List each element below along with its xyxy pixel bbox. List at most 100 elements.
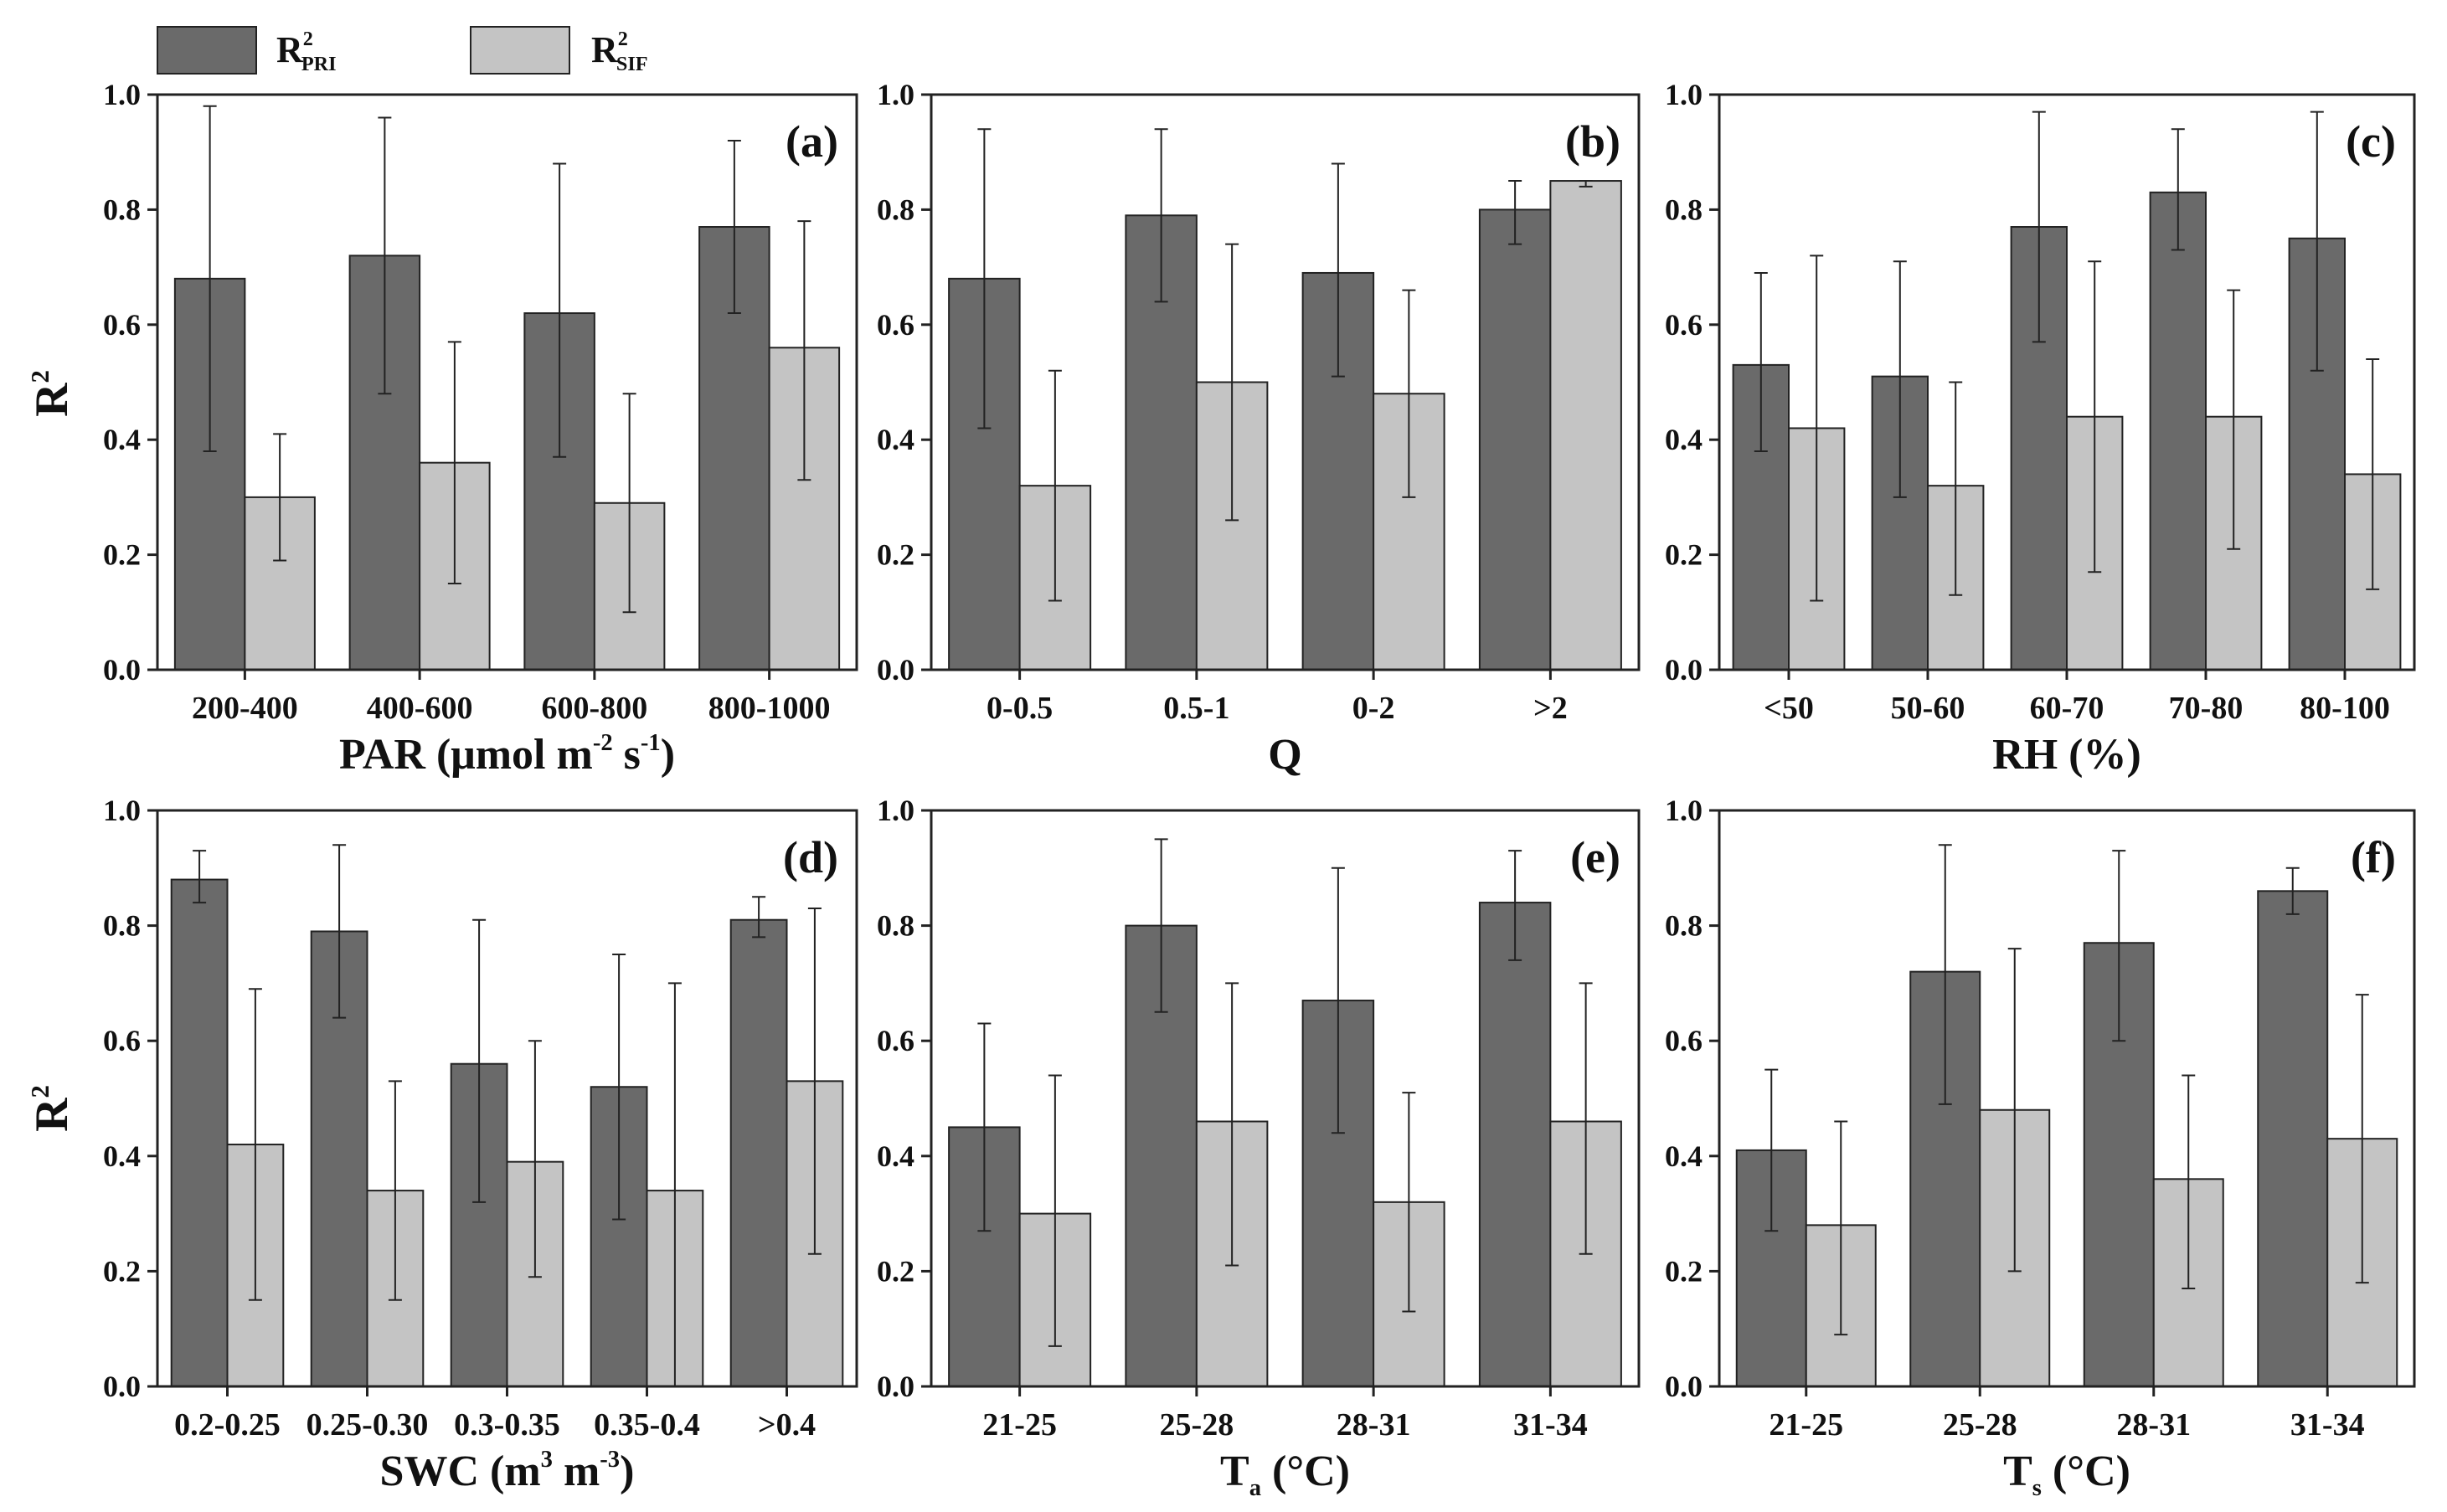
x-axis-title: PAR (μmol m-2 s-1) — [339, 730, 675, 779]
y-axis-title-bottom: R2 — [26, 1085, 78, 1132]
y-tick-label: 0.6 — [103, 1024, 141, 1057]
y-tick-label: 0.6 — [1665, 1024, 1703, 1057]
y-tick-label: 0.0 — [877, 1370, 914, 1403]
figure: R2 PRI R2 SIF 0.00.20.40.60.81.0200-400 400… — [0, 0, 2447, 1512]
x-axis-title: Ta (°C) — [1220, 1448, 1350, 1501]
x-axis-title: RH (%) — [1992, 731, 2141, 779]
legend-swatch-pri — [157, 27, 256, 74]
x-tick-label: 800-1000 — [708, 691, 831, 726]
y-axis-title-top: R2 — [26, 370, 78, 417]
x-tick-label: 31-34 — [2290, 1407, 2365, 1443]
y-tick-label: 0.8 — [103, 193, 141, 226]
x-axis-title-part: a — [1249, 1475, 1261, 1501]
x-axis-title-part: T — [2003, 1448, 2032, 1495]
x-axis-title-part: T — [1220, 1448, 1249, 1495]
x-axis-title-part: (°C) — [2042, 1448, 2130, 1495]
y-tick-label: 0.8 — [877, 193, 914, 226]
x-tick-label: 21-25 — [1769, 1407, 1843, 1443]
panel-label: (c) — [2346, 116, 2396, 167]
y-tick-label: 0.6 — [103, 308, 141, 342]
legend: R2 PRI R2 SIF — [157, 27, 648, 75]
y-tick-label: 1.0 — [1665, 78, 1703, 111]
x-axis-title-part: s — [613, 731, 641, 779]
x-tick-label: 25-28 — [1160, 1407, 1234, 1443]
y-tick-label: 0.4 — [877, 423, 914, 456]
bar-pri — [1480, 209, 1551, 670]
panel-e: 0.0 0.2 0.4 0.6 0.8 1.0 21-25 25-28 28-31 31-34 (e… — [877, 794, 1639, 1501]
x-tick-label: 0.5-1 — [1163, 691, 1229, 726]
y-tick-label: 0.8 — [1665, 193, 1703, 226]
x-tick-label: 25-28 — [1943, 1407, 2017, 1443]
panel-label: (d) — [783, 832, 838, 882]
y-tick-label: 0.4 — [103, 1139, 141, 1173]
y-tick-label: 1.0 — [103, 78, 141, 111]
x-axis-title-part: ) — [661, 731, 675, 779]
panel-b: 0.0 0.2 0.4 0.6 0.8 1.0 0-0.5 0.5-1 0-2 >2 (b) Q — [877, 78, 1639, 779]
panel-d: 0.0 0.2 0.4 0.6 0.8 1.0 0.2-0.25 0.25-0.30 0.3-0… — [103, 794, 857, 1495]
x-tick-label: 31-34 — [1513, 1407, 1588, 1443]
x-tick-label: >2 — [1533, 691, 1568, 726]
y-tick-label: 0.4 — [1665, 1139, 1703, 1173]
x-tick-label: 70-80 — [2169, 691, 2244, 726]
panel-label: (f) — [2351, 832, 2396, 882]
y-tick-label: 0.8 — [1665, 909, 1703, 943]
y-tick-label: 0.0 — [103, 1370, 141, 1403]
x-tick-label: <50 — [1764, 691, 1814, 726]
x-tick-label: 0-2 — [1352, 691, 1395, 726]
x-axis-title-part: (°C) — [1261, 1448, 1350, 1495]
x-tick-label: 60-70 — [2030, 691, 2104, 726]
x-tick-label: 0.35-0.4 — [594, 1407, 700, 1443]
x-axis-title-part: -2 — [593, 730, 613, 756]
x-tick-label: 21-25 — [982, 1407, 1057, 1443]
y-tick-label: 0.4 — [103, 423, 141, 456]
panel-label: (a) — [786, 116, 838, 167]
y-tick-label: 0.2 — [103, 538, 141, 572]
y-tick-label: 0.2 — [103, 1254, 141, 1288]
x-tick-label: 50-60 — [1891, 691, 1965, 726]
y-tick-label: 0.2 — [1665, 538, 1703, 572]
x-axis-title-part: 3 — [541, 1447, 553, 1473]
x-axis-title-part: PAR (μmol m — [339, 731, 593, 779]
x-axis-title-part: -1 — [641, 730, 661, 756]
panel-a: 0.0 0.2 0.4 0.6 0.8 1.0 200-400 400-600 600-800 8… — [103, 78, 857, 779]
y-tick-label: 0.0 — [1665, 653, 1703, 687]
bar-pri — [2151, 193, 2206, 670]
x-tick-label: 0-0.5 — [987, 691, 1053, 726]
x-axis-title-part: s — [2032, 1475, 2042, 1501]
x-tick-label: 28-31 — [2116, 1407, 2191, 1443]
y-tick-label: 0.8 — [877, 909, 914, 943]
y-tick-label: 1.0 — [103, 794, 141, 827]
x-tick-label: 600-800 — [542, 691, 648, 726]
y-tick-label: 0.0 — [103, 653, 141, 687]
legend-label-sif: R2 SIF — [591, 28, 648, 75]
bar-pri — [172, 880, 228, 1386]
y-tick-label: 0.6 — [877, 308, 914, 342]
x-tick-label: 400-600 — [367, 691, 473, 726]
y-tick-label: 0.2 — [1665, 1254, 1703, 1288]
panel-label: (b) — [1565, 116, 1620, 167]
x-tick-label: 0.25-0.30 — [307, 1407, 429, 1443]
x-tick-label: 28-31 — [1337, 1407, 1411, 1443]
x-axis-title-part: Q — [1268, 731, 1301, 779]
x-axis-title-part: ) — [620, 1448, 634, 1495]
panel-f: 0.0 0.2 0.4 0.6 0.8 1.0 21-25 25-28 28-31 31-34 (f… — [1665, 794, 2414, 1501]
y-tick-label: 0.0 — [877, 653, 914, 687]
y-tick-label: 0.2 — [877, 1254, 914, 1288]
x-axis-title: Ts (°C) — [2003, 1448, 2130, 1501]
y-tick-label: 0.0 — [1665, 1370, 1703, 1403]
x-axis-title-part: -3 — [600, 1447, 620, 1473]
x-axis-title-part: SWC (m — [380, 1448, 541, 1495]
x-tick-label: 0.3-0.35 — [454, 1407, 560, 1443]
y-tick-label: 0.4 — [1665, 423, 1703, 456]
y-tick-label: 0.6 — [1665, 308, 1703, 342]
panel-label: (e) — [1570, 832, 1620, 882]
y-tick-label: 0.2 — [877, 538, 914, 572]
bar-sif — [1550, 181, 1621, 670]
x-axis-title: SWC (m3 m-3) — [380, 1447, 635, 1495]
x-tick-label: 80-100 — [2300, 691, 2390, 726]
y-tick-label: 1.0 — [1665, 794, 1703, 827]
y-tick-label: 1.0 — [877, 78, 914, 111]
x-axis-title-part: RH (%) — [1992, 731, 2141, 779]
x-tick-label: 0.2-0.25 — [174, 1407, 281, 1443]
bar-pri — [1480, 903, 1551, 1386]
